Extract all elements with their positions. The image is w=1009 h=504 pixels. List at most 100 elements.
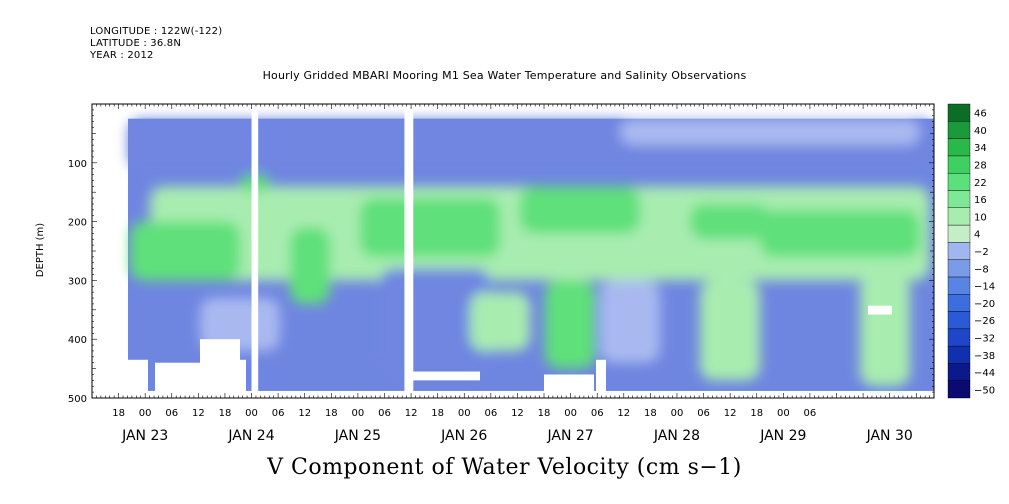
x-hour-label: 18 bbox=[325, 408, 338, 419]
x-hour-label: 18 bbox=[538, 408, 551, 419]
colorbar-swatch bbox=[947, 363, 971, 381]
colorbar-swatch bbox=[947, 103, 971, 122]
x-date-label: JAN 28 bbox=[653, 428, 700, 444]
x-hour-label: 00 bbox=[458, 408, 471, 419]
x-date-label: JAN 30 bbox=[866, 428, 913, 444]
x-date-label: JAN 25 bbox=[334, 428, 381, 444]
colorbar-swatch bbox=[947, 259, 971, 278]
field-patch bbox=[760, 209, 920, 257]
field-patch bbox=[690, 203, 770, 240]
field-patch bbox=[545, 280, 595, 369]
x-hour-label: 00 bbox=[352, 408, 365, 419]
colorbar-swatch bbox=[947, 328, 971, 347]
x-hour-label: 00 bbox=[139, 408, 152, 419]
colorbar-swatch bbox=[947, 380, 971, 399]
x-hour-label: 18 bbox=[219, 408, 232, 419]
field-patch bbox=[470, 292, 530, 351]
field-patch bbox=[360, 198, 500, 257]
colorbar-label: −14 bbox=[974, 282, 995, 293]
colorbar-swatch bbox=[947, 190, 971, 208]
x-hour-label: 06 bbox=[165, 408, 178, 419]
x-date-label: JAN 27 bbox=[547, 428, 594, 444]
x-hour-label: 06 bbox=[591, 408, 604, 419]
colorbar-swatch bbox=[947, 121, 971, 139]
no-data-block bbox=[405, 371, 480, 381]
colorbar-label: −44 bbox=[974, 368, 995, 379]
chart-variable-title: V Component of Water Velocity (cm s−1) bbox=[267, 455, 742, 480]
colorbar-swatch bbox=[947, 294, 971, 312]
x-hour-label: 12 bbox=[724, 408, 737, 419]
colorbar-label: 22 bbox=[974, 178, 987, 189]
field-patch bbox=[620, 118, 920, 146]
y-tick-label: 400 bbox=[68, 335, 87, 346]
data-gap bbox=[404, 104, 414, 398]
x-hour-label: 18 bbox=[644, 408, 657, 419]
x-hour-label: 00 bbox=[777, 408, 790, 419]
x-hour-label: 18 bbox=[112, 408, 125, 419]
colorbar-swatch bbox=[947, 276, 971, 295]
colorbar-label: −26 bbox=[974, 316, 995, 327]
colorbar-swatch bbox=[947, 224, 971, 243]
year-label: YEAR : 2012 bbox=[90, 50, 154, 61]
x-hour-label: 12 bbox=[405, 408, 418, 419]
colorbar: 46 40 34 28 22 16 10 4 −2 −8 −14 −20 −26 −32 −38 −44 −50 bbox=[947, 103, 995, 399]
latitude-label: LATITUDE : 36.8N bbox=[90, 38, 182, 49]
colorbar-swatch bbox=[947, 172, 971, 191]
field-patch bbox=[130, 221, 240, 281]
x-hour-label: 00 bbox=[245, 408, 258, 419]
field-patch bbox=[290, 227, 330, 304]
field-patches bbox=[128, 118, 934, 387]
data-gap bbox=[251, 104, 259, 398]
no-data-block bbox=[200, 339, 240, 398]
colorbar-label: −2 bbox=[974, 247, 989, 258]
colorbar-label: −20 bbox=[974, 299, 995, 310]
plot-axes bbox=[91, 103, 935, 399]
y-tick-label: 500 bbox=[68, 394, 87, 405]
heatmap-field bbox=[128, 118, 934, 391]
y-tick-label: 300 bbox=[68, 276, 87, 287]
no-data-mask bbox=[128, 104, 892, 398]
x-date-label: JAN 24 bbox=[227, 428, 274, 444]
y-axis: 100 200 300 400 500 bbox=[68, 159, 87, 405]
field-patch bbox=[600, 280, 660, 363]
colorbar-label: −32 bbox=[974, 333, 995, 344]
chart-title: Hourly Gridded MBARI Mooring M1 Sea Wate… bbox=[262, 69, 747, 82]
x-hour-label: 00 bbox=[564, 408, 577, 419]
x-hour-label: 06 bbox=[272, 408, 285, 419]
colorbar-swatch bbox=[947, 242, 971, 260]
x-date-label: JAN 29 bbox=[759, 428, 806, 444]
x-hour-label: 00 bbox=[671, 408, 684, 419]
colorbar-label: 4 bbox=[974, 230, 980, 241]
x-date-label: JAN 23 bbox=[121, 428, 168, 444]
y-axis-label: DEPTH (m) bbox=[35, 223, 46, 277]
x-hour-label: 12 bbox=[511, 408, 524, 419]
x-hour-label: 06 bbox=[804, 408, 817, 419]
y-tick-label: 100 bbox=[68, 159, 87, 170]
colorbar-label: 40 bbox=[974, 126, 987, 137]
y-tick-label: 200 bbox=[68, 218, 87, 229]
x-hour-label: 12 bbox=[192, 408, 205, 419]
no-data-block bbox=[128, 359, 148, 398]
colorbar-label: 46 bbox=[974, 109, 987, 120]
longitude-label: LONGITUDE : 122W(-122) bbox=[90, 26, 223, 37]
x-hour-label: 06 bbox=[697, 408, 710, 419]
x-hour-label: 06 bbox=[484, 408, 497, 419]
field-patch bbox=[520, 186, 640, 234]
no-data-block bbox=[155, 362, 205, 398]
colorbar-label: −8 bbox=[974, 264, 989, 275]
colorbar-swatch bbox=[947, 311, 971, 330]
x-hour-label: 18 bbox=[431, 408, 444, 419]
colorbar-label: −38 bbox=[974, 351, 995, 362]
colorbar-swatch bbox=[947, 207, 971, 226]
colorbar-label: 34 bbox=[974, 143, 987, 154]
x-date-label: JAN 26 bbox=[440, 428, 487, 444]
field-patch bbox=[200, 298, 280, 351]
x-hour-label: 12 bbox=[298, 408, 311, 419]
x-hour-label: 18 bbox=[750, 408, 763, 419]
no-data-block bbox=[868, 305, 892, 315]
colorbar-swatch bbox=[947, 155, 971, 174]
colorbar-label: 28 bbox=[974, 161, 987, 172]
no-data-block bbox=[596, 359, 606, 398]
no-data-block bbox=[544, 374, 594, 398]
